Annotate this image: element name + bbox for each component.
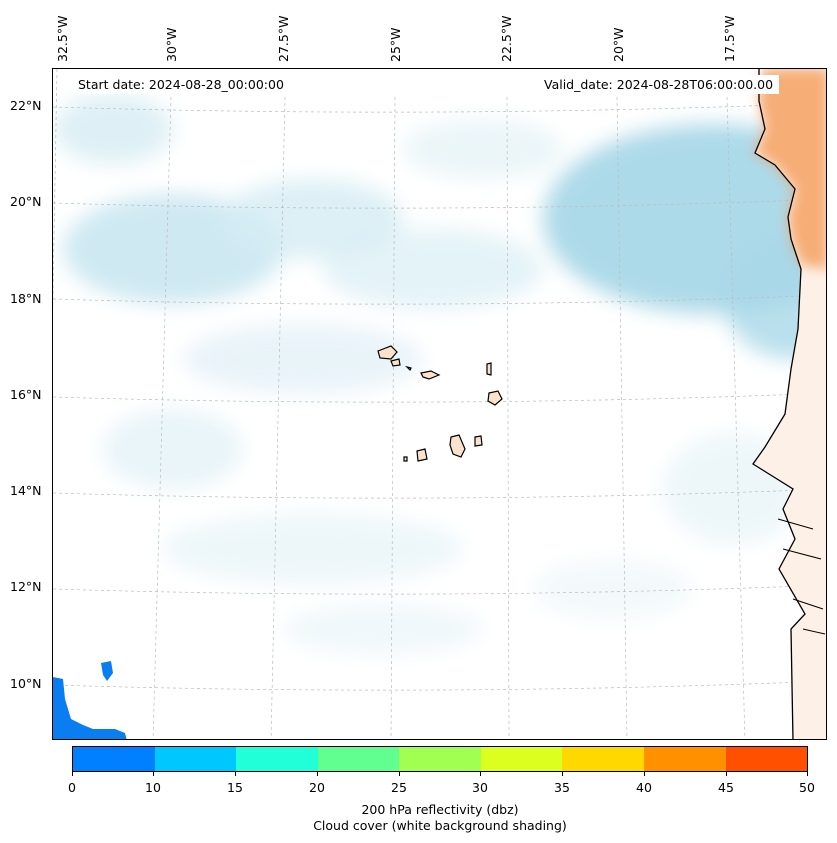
graticule: [53, 69, 826, 739]
colorbar-tick-40: 40: [636, 780, 652, 795]
lat-label-14n: 14°N: [10, 483, 42, 498]
map-panel[interactable]: [52, 68, 827, 740]
lat-label-10n: 10°N: [10, 676, 42, 691]
colorbar-tick-15: 15: [227, 780, 243, 795]
colorbar-tickmark: [807, 772, 808, 776]
lat-label-12n: 12°N: [10, 579, 42, 594]
cape-verde-islands: [377, 345, 503, 462]
colorbar-segment-20-25: [317, 747, 400, 771]
lon-label-20w: 20°W: [611, 27, 626, 62]
colorbar-tickmark: [562, 772, 563, 776]
lon-label-22-5w: 22.5°W: [499, 15, 514, 62]
colorbar-tick-25: 25: [391, 780, 407, 795]
colorbar-segment-40-45: [643, 747, 726, 771]
colorbar-segment-35-40: [562, 747, 644, 771]
map-canvas: [53, 69, 826, 739]
colorbar: [72, 746, 808, 772]
african-coast: [752, 69, 826, 739]
colorbar-tickmark: [644, 772, 645, 776]
lon-label-27-5w: 27.5°W: [276, 15, 291, 62]
colorbar-tick-0: 0: [68, 780, 76, 795]
lat-label-16n: 16°N: [10, 387, 42, 402]
colorbar-segment-10-15: [154, 747, 237, 771]
colorbar-tick-45: 45: [718, 780, 734, 795]
colorbar-tick-50: 50: [799, 780, 815, 795]
lon-label-17-5w: 17.5°W: [722, 15, 737, 62]
lon-label-30w: 30°W: [164, 27, 179, 62]
colorbar-tickmark: [399, 772, 400, 776]
lon-label-32-5w: 32.5°W: [55, 15, 70, 62]
cloud-cover-layer: [53, 94, 826, 654]
colorbar-title: 200 hPa reflectivity (dbz): [361, 802, 519, 817]
colorbar-tickmark: [153, 772, 154, 776]
valid-date-label: Valid_date: 2024-08-28T06:00:00.00: [538, 75, 780, 94]
colorbar-tickmark: [235, 772, 236, 776]
lon-label-25w: 25°W: [388, 27, 403, 62]
colorbar-tick-30: 30: [472, 780, 488, 795]
lat-label-20n: 20°N: [10, 194, 42, 209]
start-date-label: Start date: 2024-08-28_00:00:00: [72, 75, 290, 94]
colorbar-tick-20: 20: [309, 780, 325, 795]
colorbar-segment-0-10: [73, 747, 155, 771]
colorbar-tickmark: [317, 772, 318, 776]
colorbar-segment-30-35: [480, 747, 563, 771]
colorbar-tickmark: [480, 772, 481, 776]
colorbar-tickmark: [726, 772, 727, 776]
colorbar-tick-35: 35: [554, 780, 570, 795]
colorbar-segment-15-20: [236, 747, 318, 771]
colorbar-tickmark: [72, 772, 73, 776]
colorbar-subtitle: Cloud cover (white background shading): [313, 818, 567, 833]
reflectivity-patches: [53, 661, 127, 739]
colorbar-segment-25-30: [399, 747, 481, 771]
colorbar-tick-10: 10: [145, 780, 161, 795]
lat-label-18n: 18°N: [10, 291, 42, 306]
lat-label-22n: 22°N: [10, 98, 42, 113]
colorbar-segment-45-50: [725, 747, 808, 771]
